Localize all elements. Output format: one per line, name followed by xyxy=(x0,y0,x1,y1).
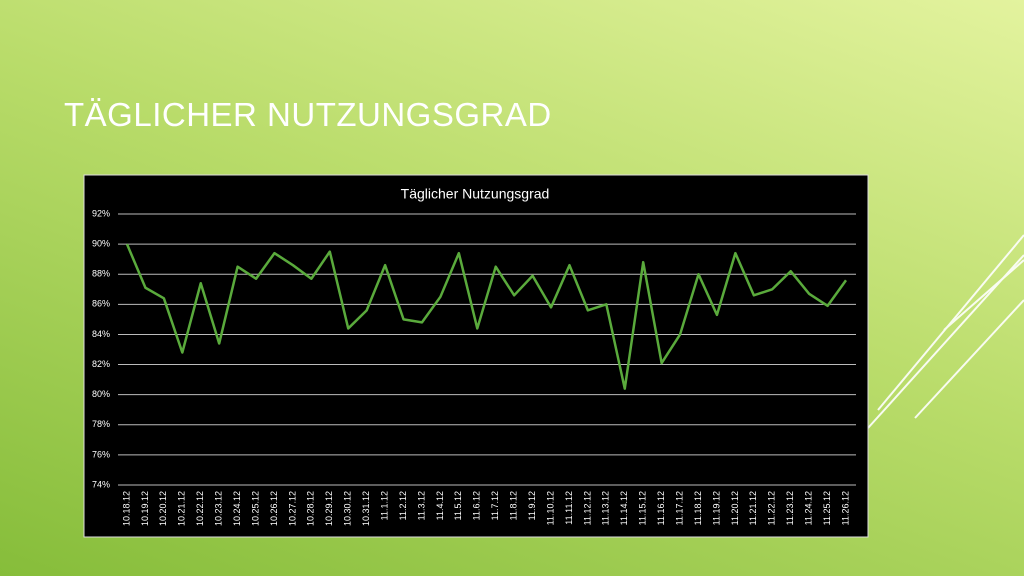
y-tick-label: 84% xyxy=(92,329,110,339)
line-series xyxy=(125,243,848,390)
x-tick-label: 11.8.12 xyxy=(509,491,519,520)
x-tick-label: 10.20.12 xyxy=(158,491,168,526)
x-tick-label: 10.29.12 xyxy=(324,491,334,526)
x-tick-label: 11.4.12 xyxy=(435,491,445,520)
chart-title: Täglicher Nutzungsgrad xyxy=(401,186,550,202)
slide-title: TÄGLICHER NUTZUNGSGRAD xyxy=(64,96,552,133)
decor-lines xyxy=(867,234,1024,429)
x-tick-label: 11.25.12 xyxy=(822,491,832,525)
x-tick-label: 11.24.12 xyxy=(804,491,814,525)
x-tick-label: 11.18.12 xyxy=(693,491,703,525)
x-tick-label: 11.16.12 xyxy=(656,491,666,525)
x-tick-label: 10.25.12 xyxy=(250,491,260,526)
x-tick-label: 11.5.12 xyxy=(453,491,463,520)
x-tick-label: 11.14.12 xyxy=(619,491,629,525)
x-tick-label: 10.19.12 xyxy=(140,491,150,526)
x-tick-label: 10.22.12 xyxy=(195,491,205,526)
x-tick-label: 10.23.12 xyxy=(214,491,224,526)
x-tick-label: 10.21.12 xyxy=(177,491,187,526)
x-tick-label: 11.17.12 xyxy=(674,491,684,525)
y-tick-label: 92% xyxy=(92,208,110,218)
x-tick-label: 11.7.12 xyxy=(490,491,500,520)
x-tick-label: 11.26.12 xyxy=(840,491,850,525)
y-tick-label: 86% xyxy=(92,299,110,309)
x-tick-label: 11.10.12 xyxy=(545,491,555,525)
x-tick-label: 11.1.12 xyxy=(379,491,389,520)
x-tick-label: 10.27.12 xyxy=(287,491,297,526)
x-tick-label: 10.26.12 xyxy=(269,491,279,526)
x-tick-label: 11.11.12 xyxy=(564,491,574,525)
y-tick-label: 88% xyxy=(92,269,110,279)
x-tick-label: 11.6.12 xyxy=(472,491,482,520)
x-tick-label: 10.18.12 xyxy=(121,491,131,526)
x-tick-label: 10.24.12 xyxy=(232,491,242,526)
y-tick-label: 90% xyxy=(92,238,110,248)
x-tick-label: 11.3.12 xyxy=(416,491,426,520)
y-tick-label: 74% xyxy=(92,479,110,489)
x-tick-label: 11.22.12 xyxy=(767,491,777,525)
chart-area xyxy=(83,174,869,538)
x-tick-label: 11.19.12 xyxy=(711,491,721,525)
y-tick-label: 82% xyxy=(92,359,110,369)
x-tick-label: 11.15.12 xyxy=(638,491,648,525)
x-tick-label: 10.31.12 xyxy=(361,491,371,526)
y-tick-label: 80% xyxy=(92,389,110,399)
x-tick-label: 10.30.12 xyxy=(343,491,353,526)
y-tick-label: 76% xyxy=(92,449,110,459)
x-tick-label: 11.9.12 xyxy=(527,491,537,520)
x-tick-label: 11.20.12 xyxy=(730,491,740,525)
x-tick-label: 10.28.12 xyxy=(306,491,316,526)
x-tick-label: 11.13.12 xyxy=(601,491,611,525)
y-tick-label: 78% xyxy=(92,419,110,429)
x-tick-label: 11.12.12 xyxy=(582,491,592,525)
x-tick-label: 11.23.12 xyxy=(785,491,795,525)
x-tick-label: 11.2.12 xyxy=(398,491,408,520)
x-tick-label: 11.21.12 xyxy=(748,491,758,525)
